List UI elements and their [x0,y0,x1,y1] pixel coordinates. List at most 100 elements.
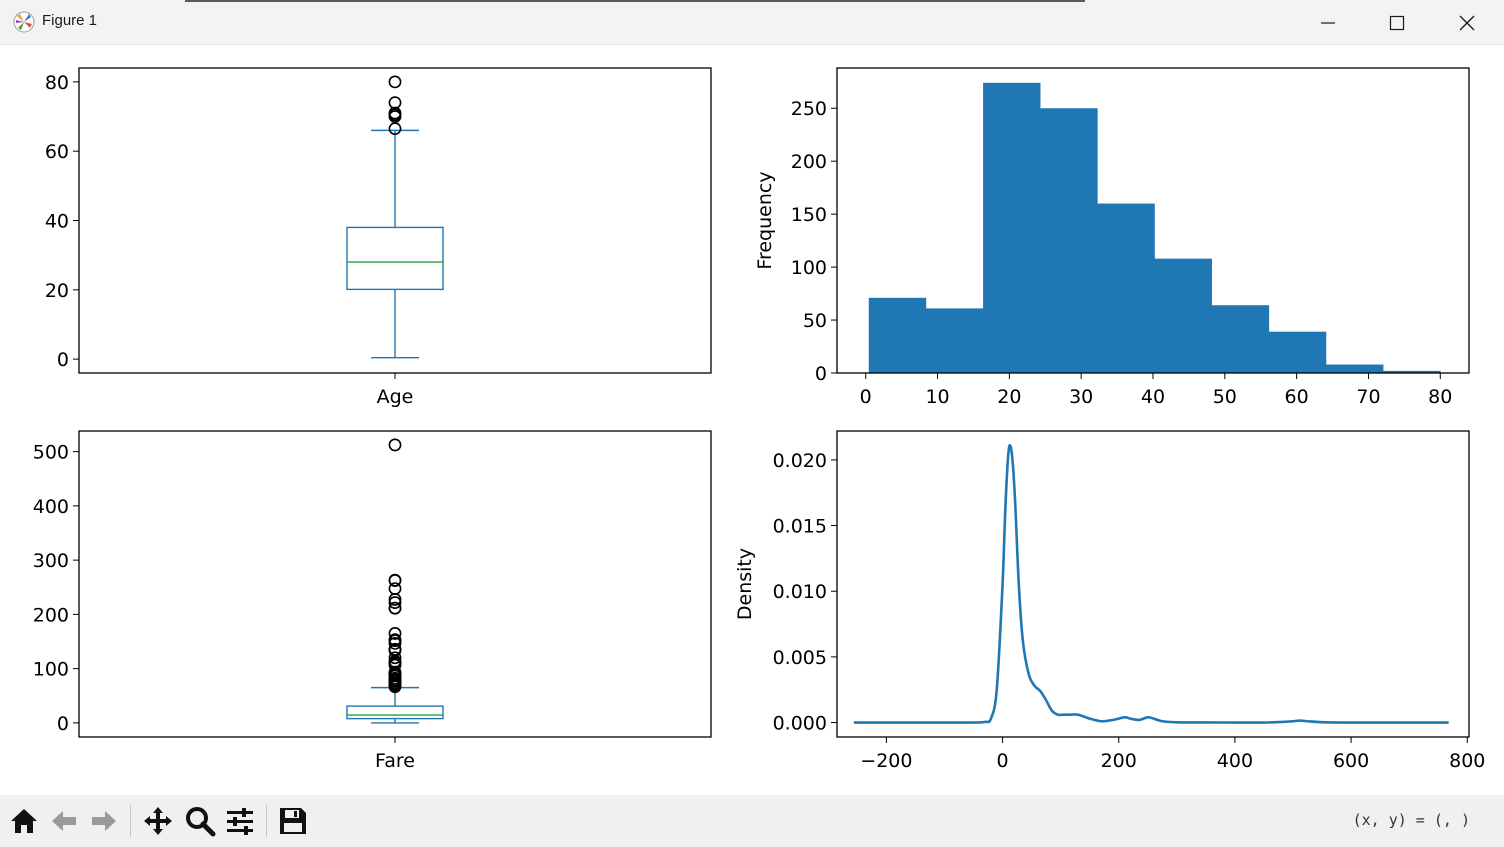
zoom-button[interactable] [182,803,218,839]
y-tick-label: 150 [791,204,827,226]
y-axis-label: Density [734,548,756,620]
outlier-point [388,601,402,615]
y-tick-label: 60 [45,141,69,163]
outlier-point [388,651,402,665]
y-tick-label: 200 [33,604,69,626]
y-tick-label: 40 [45,211,69,233]
x-tick-label: 600 [1333,750,1369,772]
y-tick-label: 0.010 [773,581,827,603]
y-tick-label: 0.000 [773,713,827,735]
window-title: Figure 1 [42,12,98,29]
outlier-point [388,75,402,89]
x-tick-label: Fare [375,750,415,772]
y-tick-label: 500 [33,442,69,464]
histogram-bar [1325,364,1384,373]
y-tick-label: 0 [57,349,69,371]
outlier-point [388,122,402,136]
y-tick-label: 80 [45,72,69,94]
figure-canvas[interactable]: 0 20 40 60 80 Age 0 50 100 150 200 250 0 10 20 30 40 50 60… [0,45,1504,795]
y-axis-label: Frequency [754,171,776,269]
save-button[interactable] [275,803,311,839]
close-button[interactable] [1432,0,1502,44]
histogram-bar [1383,370,1441,373]
title-bar-accent-line [185,0,1085,2]
outlier-point [388,96,402,110]
histogram-bar [1040,108,1098,374]
matplotlib-app-icon [13,11,35,33]
y-tick-label: 50 [803,310,827,332]
configure-subplots-icon [227,808,253,835]
pan-icon [144,807,172,835]
outlier-point [388,633,402,647]
outlier-point [388,438,402,452]
y-tick-label: 0.005 [773,647,827,669]
axes-frame [78,67,712,374]
x-tick-label: 0 [997,750,1009,772]
y-tick-label: 200 [791,151,827,173]
forward-button[interactable] [86,803,122,839]
histogram-bar [1211,305,1270,373]
cursor-coordinates: (x, y) = (, ) [1352,811,1470,829]
x-tick-label: 80 [1428,386,1452,408]
pan-button[interactable] [140,803,176,839]
x-tick-label: 40 [1141,386,1165,408]
y-tick-label: 100 [791,257,827,279]
axes-frame [836,67,1470,374]
toolbar-separator [130,805,131,837]
x-tick-label: 0 [860,386,872,408]
y-tick-label: 0.020 [773,450,827,472]
box-iqr [346,226,444,291]
density-curve [853,443,1449,724]
outlier-point [388,106,402,120]
outlier-point [388,642,402,656]
forward-icon [92,811,116,831]
histogram-bar [868,297,927,373]
title-bar: Figure 1 [0,0,1504,45]
x-tick-label: 400 [1217,750,1253,772]
histogram-bar [1154,258,1212,373]
x-tick-label: Age [377,386,414,408]
outlier-point [388,596,402,609]
maximize-button[interactable] [1362,0,1432,44]
save-icon [280,808,306,834]
x-tick-label: 50 [1213,386,1237,408]
histogram-bar [925,308,984,373]
box-iqr [346,705,444,720]
outlier-point [388,582,402,596]
histogram-bar [983,82,1041,373]
axes-frame [836,430,1470,738]
minimize-icon [1321,22,1335,24]
outlier-point [388,627,402,640]
y-tick-label: 20 [45,280,69,302]
y-tick-label: 0.015 [773,516,827,538]
y-tick-label: 0 [57,713,69,735]
back-icon [52,811,76,831]
x-tick-label: 20 [997,386,1021,408]
x-tick-label: 30 [1069,386,1093,408]
minimize-button[interactable] [1293,0,1363,44]
y-tick-label: 300 [33,550,69,572]
x-tick-label: 200 [1101,750,1137,772]
histogram-bar [1268,331,1327,373]
close-icon [1459,15,1475,31]
back-button[interactable] [46,803,82,839]
x-tick-label: 10 [925,386,949,408]
x-tick-label: −200 [860,750,912,772]
histogram-bar [1097,203,1155,373]
navigation-toolbar: (x, y) = (, ) [0,795,1504,847]
maximize-icon [1389,15,1405,31]
y-tick-label: 250 [791,98,827,120]
x-tick-label: 70 [1356,386,1380,408]
outlier-point [388,573,402,587]
configure-subplots-button[interactable] [222,803,258,839]
y-tick-label: 100 [33,659,69,681]
x-tick-label: 60 [1285,386,1309,408]
figure-svg: 0 20 40 60 80 Age 0 50 100 150 200 250 0 10 20 30 40 50 60… [33,67,1485,772]
toolbar-separator [266,805,267,837]
y-tick-label: 400 [33,496,69,518]
y-tick-label: 0 [815,363,827,385]
home-icon [11,809,37,833]
x-tick-label: 800 [1449,750,1485,772]
axes-frame [78,430,712,738]
home-button[interactable] [6,803,42,839]
